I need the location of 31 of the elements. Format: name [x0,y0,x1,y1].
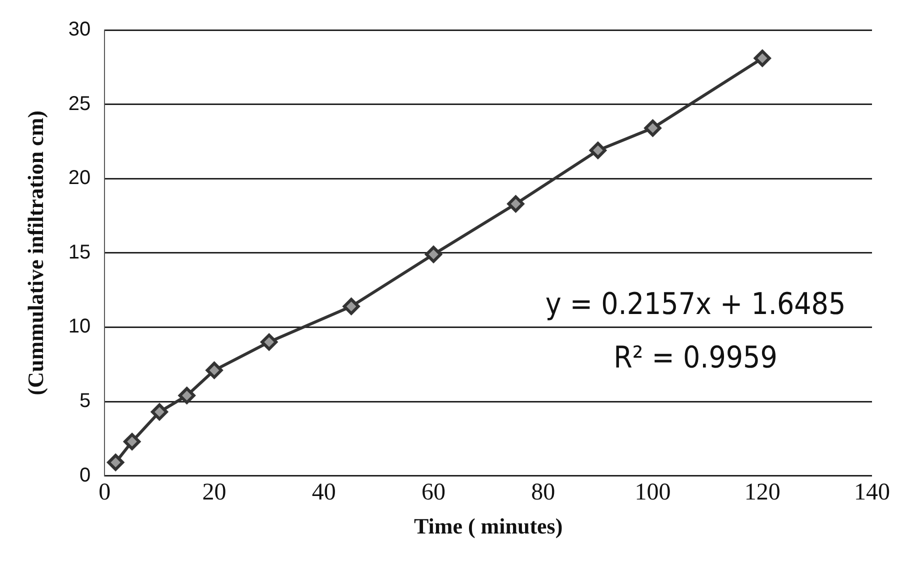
point [150,403,168,420]
point [507,195,524,212]
x-tick-label: 60 [422,479,446,506]
point [178,387,196,404]
annotation: R² = 0.9959 [614,340,778,376]
point [260,334,278,351]
point [589,142,606,159]
y-tick-label: 15 [68,241,91,264]
x-tick-label: 0 [98,479,111,506]
point [425,246,442,263]
x-tick-label: 140 [854,479,890,506]
y-tick-label: 10 [68,316,91,338]
point [206,362,223,379]
point [644,120,662,137]
x-tick-label: 80 [531,479,556,506]
point [754,50,771,67]
y-tick-label: 20 [68,167,91,190]
y-tick-label: 0 [80,464,91,486]
point [342,298,360,315]
y-tick-label: 30 [68,18,91,41]
x-tick-label: 100 [634,479,671,506]
y-tick-label: 25 [68,92,91,115]
y-tick-label: 5 [80,390,91,412]
x-axis-title: Time ( minutes) [414,513,563,538]
point [107,454,124,471]
annotation: y = 0.2157x + 1.6485 [545,287,846,322]
y-axis-title: (Cummulative infiltration cm) [22,110,48,396]
x-tick-label: 120 [744,479,780,506]
x-tick-label: 20 [202,479,226,506]
point [124,433,141,450]
x-tick-label: 40 [312,479,336,506]
